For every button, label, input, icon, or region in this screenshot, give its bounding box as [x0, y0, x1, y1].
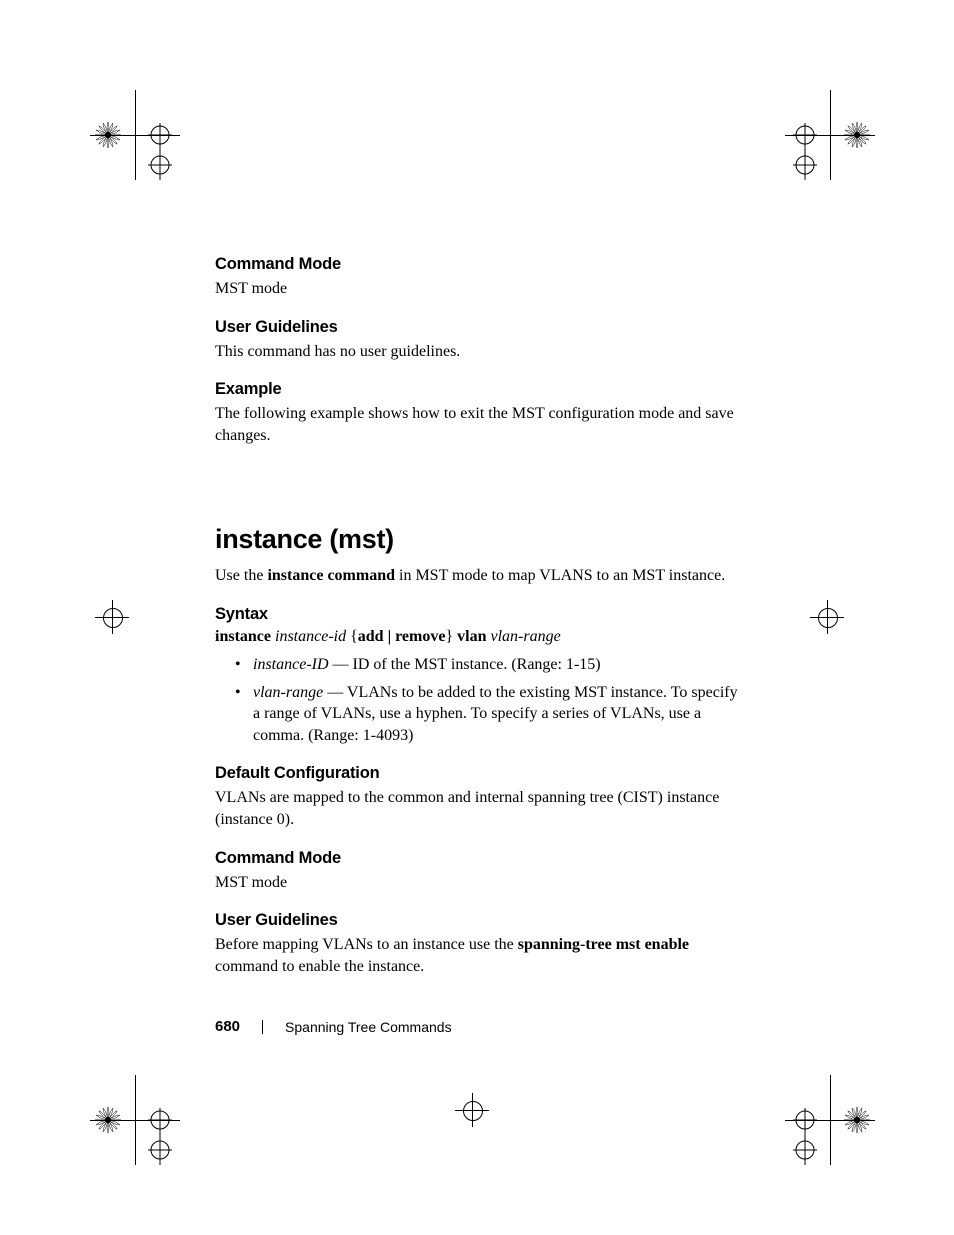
ug2-bold: spanning-tree mst enable — [518, 936, 689, 953]
ug2-pre: Before mapping VLANs to an instance use … — [215, 936, 518, 953]
intro-bold: instance command — [267, 567, 395, 584]
syntax-param-list: instance-ID — ID of the MST instance. (R… — [215, 654, 745, 746]
list-item: instance-ID — ID of the MST instance. (R… — [253, 654, 745, 676]
page-footer: 680 Spanning Tree Commands — [215, 1018, 452, 1035]
heading-user-guidelines-1: User Guidelines — [215, 318, 745, 337]
page-number: 680 — [215, 1018, 240, 1035]
syntax-it-vlan-range: vlan-range — [490, 628, 560, 645]
syntax-line: instance instance-id {add | remove} vlan… — [215, 628, 745, 646]
heading-command-mode-1: Command Mode — [215, 255, 745, 274]
page-content: Command Mode MST mode User Guidelines Th… — [215, 255, 745, 981]
intro-post: in MST mode to map VLANS to an MST insta… — [395, 567, 725, 584]
ug2-post: command to enable the instance. — [215, 958, 424, 975]
syntax-brace-close: } — [445, 628, 457, 645]
heading-default-config: Default Configuration — [215, 764, 745, 783]
syntax-it-instance-id: instance-id — [275, 628, 350, 645]
text-example: The following example shows how to exit … — [215, 403, 745, 446]
text-command-mode-2: MST mode — [215, 872, 745, 894]
registration-mark-icon — [785, 90, 875, 180]
syntax-kw-vlan: vlan — [457, 628, 490, 645]
registration-mark-icon — [95, 600, 129, 634]
chapter-title: Spanning Tree Commands — [285, 1019, 452, 1035]
param-desc: — VLANs to be added to the existing MST … — [253, 684, 738, 744]
param-term: vlan-range — [253, 684, 323, 701]
heading-syntax: Syntax — [215, 605, 745, 624]
text-command-mode-1: MST mode — [215, 278, 745, 300]
heading-user-guidelines-2: User Guidelines — [215, 911, 745, 930]
syntax-kw-instance: instance — [215, 628, 275, 645]
registration-mark-icon — [810, 600, 844, 634]
intro-pre: Use the — [215, 567, 267, 584]
param-term: instance-ID — [253, 656, 329, 673]
heading-example: Example — [215, 380, 745, 399]
registration-mark-icon — [455, 1093, 489, 1127]
heading-command-mode-2: Command Mode — [215, 849, 745, 868]
param-desc: — ID of the MST instance. (Range: 1-15) — [329, 656, 601, 673]
registration-mark-icon — [90, 90, 180, 180]
text-default-config: VLANs are mapped to the common and inter… — [215, 787, 745, 830]
text-intro: Use the instance command in MST mode to … — [215, 565, 745, 587]
registration-mark-icon — [90, 1075, 180, 1165]
syntax-brace-open: { — [350, 628, 358, 645]
list-item: vlan-range — VLANs to be added to the ex… — [253, 682, 745, 747]
footer-divider — [262, 1020, 263, 1034]
registration-mark-icon — [785, 1075, 875, 1165]
text-user-guidelines-1: This command has no user guidelines. — [215, 341, 745, 363]
text-user-guidelines-2: Before mapping VLANs to an instance use … — [215, 934, 745, 977]
heading-instance-mst: instance (mst) — [215, 524, 745, 555]
syntax-kw-add-remove: add | remove — [358, 628, 446, 645]
